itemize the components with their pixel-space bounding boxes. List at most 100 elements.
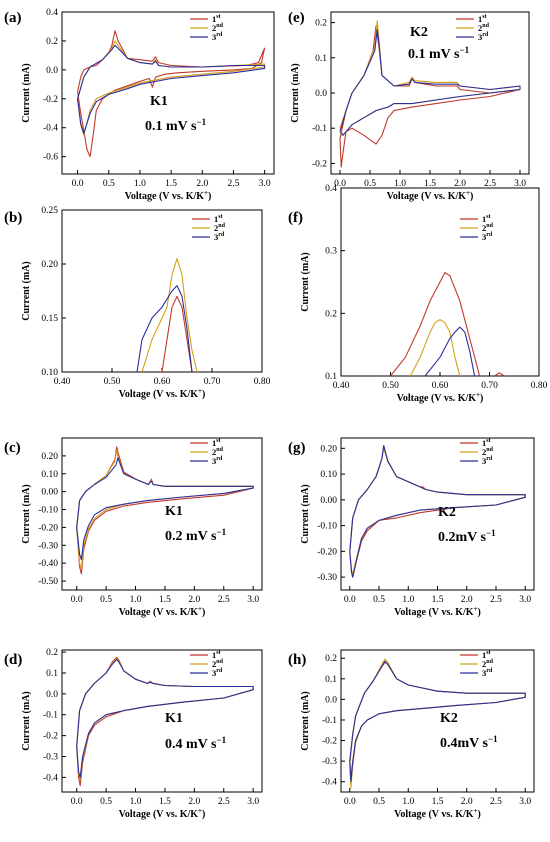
- y-tick-label: -0.6: [43, 153, 58, 163]
- x-tick-label: 1.0: [402, 595, 414, 605]
- x-axis-label: Voltage (V vs. K/K+): [119, 605, 206, 618]
- series-line-1: [349, 661, 526, 779]
- x-axis-label: Voltage (V vs. K/K+): [387, 189, 474, 202]
- plot-frame: [61, 209, 263, 373]
- y-tick-label: -0.1: [312, 124, 327, 134]
- y-tick-label: 0.20: [41, 452, 58, 462]
- legend-entry: 2nd: [482, 223, 494, 233]
- sample-label: K2: [438, 505, 456, 520]
- y-tick-label: -0.2: [43, 732, 58, 742]
- y-tick-label: -0.20: [38, 523, 58, 533]
- legend-entry: 1st: [212, 650, 221, 660]
- legend-entry: 3rd: [212, 668, 223, 678]
- y-tick-label: 0.2: [315, 19, 327, 29]
- y-tick-label: 0.15: [41, 314, 58, 324]
- x-tick-label: 3.0: [519, 797, 531, 807]
- series-line-2: [339, 20, 521, 136]
- x-tick-label: 0.5: [364, 179, 376, 189]
- x-tick-label: 0.40: [54, 377, 71, 387]
- y-axis-label: Current (mA): [290, 63, 301, 123]
- series-line-3: [76, 658, 254, 778]
- panel-f: 0.40 0.50 0.60 0.70 0.80 0.1 0.2 0.3 0.4 Voltage …: [288, 184, 548, 404]
- y-tick-label: -0.30: [317, 573, 337, 583]
- y-tick-label: 0.0: [315, 89, 327, 99]
- legend-entry: 2nd: [478, 23, 490, 33]
- series-line-3: [424, 326, 476, 376]
- y-tick-label: 0.1: [325, 372, 337, 382]
- y-tick-label: -0.4: [43, 124, 58, 134]
- y-tick-label: -0.2: [43, 95, 58, 105]
- x-tick-label: 2.5: [218, 595, 230, 605]
- panel-letter: (b): [4, 210, 22, 226]
- sample-label: K1: [165, 711, 183, 726]
- x-axis-label: Voltage (V vs. K/K+): [119, 807, 206, 820]
- legend-entry: 3rd: [212, 32, 223, 42]
- legend-entry: 1st: [478, 14, 487, 24]
- y-tick-label: 0.0: [325, 695, 337, 705]
- y-tick-label: 0.1: [46, 669, 58, 679]
- legend-entry: 2nd: [212, 659, 224, 669]
- y-tick-label: -0.2: [322, 737, 337, 747]
- sample-label: K1: [150, 94, 168, 109]
- x-tick-label: 0.0: [344, 595, 356, 605]
- panel-a: 0.0 0.5 1.0 1.5 2.0 2.5 3.0 -0.6 -0.4 -0.2 0.0 0.2 0…: [4, 8, 275, 202]
- x-tick-label: 0.80: [531, 381, 548, 391]
- series-line-1: [77, 30, 266, 158]
- x-tick-label: 0.0: [71, 595, 83, 605]
- y-axis-label: Current (mA): [21, 484, 32, 544]
- x-axis-label: Voltage (V vs. K/K+): [125, 189, 212, 202]
- series-line-3: [76, 457, 254, 561]
- y-tick-label: 0.2: [46, 648, 58, 658]
- y-axis-label: Current (mA): [21, 261, 32, 321]
- legend-entry: 3rd: [482, 456, 493, 466]
- x-tick-label: 0.70: [481, 381, 498, 391]
- panel-letter: (d): [4, 652, 22, 668]
- panel-letter: (g): [288, 440, 306, 456]
- x-tick-label: 3.0: [247, 595, 259, 605]
- y-tick-label: 0.0: [46, 66, 58, 76]
- x-tick-label: 1.5: [165, 179, 177, 189]
- legend-entry: 3rd: [482, 232, 493, 242]
- y-tick-label: 0.25: [41, 206, 58, 216]
- series-line-4: [494, 372, 505, 376]
- panel-letter: (a): [4, 10, 22, 26]
- x-tick-label: 0.5: [373, 797, 385, 807]
- x-tick-label: 0.60: [432, 381, 449, 391]
- scan-rate-label: 0.2 mV s−1: [165, 527, 227, 544]
- x-tick-label: 2.5: [490, 595, 502, 605]
- x-tick-label: 0.0: [71, 797, 83, 807]
- panel-e: 0.0 0.5 1.0 1.5 2.0 2.5 3.0 -0.2 -0.1 0.0 0.1 0.2 Vo…: [288, 10, 530, 202]
- y-tick-label: 0.1: [325, 675, 337, 685]
- legend-entry: 3rd: [212, 456, 223, 466]
- x-tick-label: 2.0: [188, 797, 200, 807]
- y-tick-label: -0.4: [322, 778, 337, 788]
- scan-rate-label: 0.1 mV s−1: [145, 117, 207, 134]
- plot-frame: [61, 649, 263, 793]
- legend-entry: 2nd: [482, 659, 494, 669]
- x-tick-label: 3.0: [247, 797, 259, 807]
- legend-entry: 2nd: [214, 223, 226, 233]
- series-line-3: [349, 445, 526, 578]
- y-tick-label: -0.10: [38, 506, 58, 516]
- x-axis-label: Voltage (V vs. K/K+): [119, 387, 206, 400]
- series-line-2: [409, 319, 461, 376]
- y-tick-label: -0.40: [38, 559, 58, 569]
- x-tick-label: 2.0: [454, 179, 466, 189]
- y-tick-label: 0.10: [320, 470, 337, 480]
- legend-entry: 1st: [482, 438, 491, 448]
- x-tick-label: 1.0: [394, 179, 406, 189]
- y-tick-label: 0.1: [315, 54, 327, 64]
- plot-frame: [340, 649, 535, 793]
- x-tick-label: 3.0: [519, 595, 531, 605]
- x-tick-label: 0.0: [334, 179, 346, 189]
- series-line-3: [136, 285, 193, 372]
- y-axis-label: Current (mA): [21, 691, 32, 751]
- x-tick-label: 0.5: [100, 797, 112, 807]
- series-line-1: [161, 295, 193, 372]
- x-tick-label: 2.0: [188, 595, 200, 605]
- y-tick-label: 0.00: [320, 496, 337, 506]
- x-tick-label: 2.0: [461, 797, 473, 807]
- y-tick-label: 0.00: [41, 488, 58, 498]
- y-tick-label: -0.30: [38, 541, 58, 551]
